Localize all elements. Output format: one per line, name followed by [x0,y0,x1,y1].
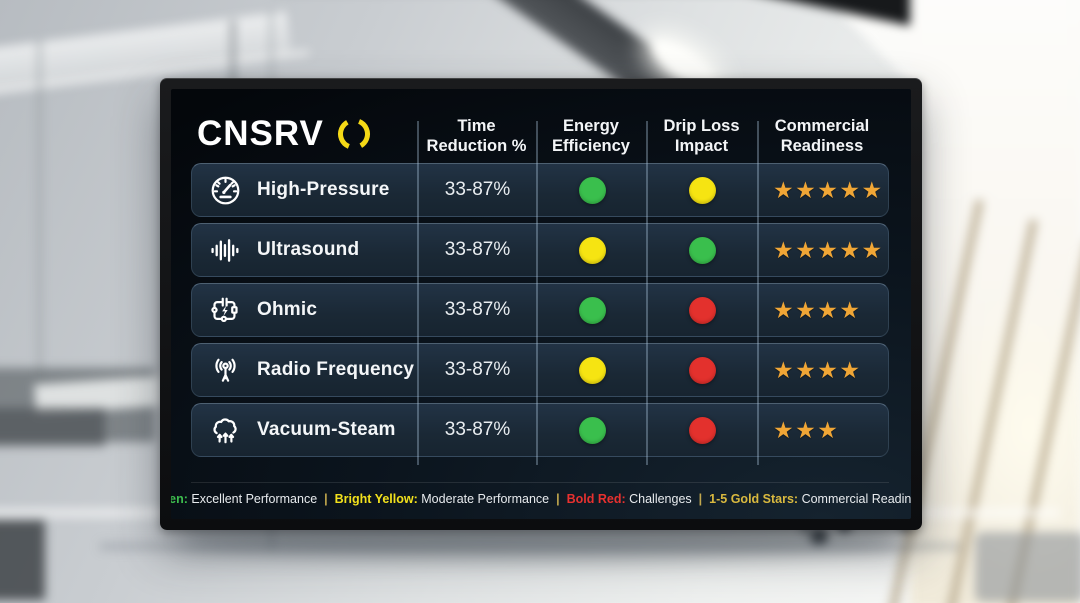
energy-efficiency-dot [578,416,606,444]
legend-text-stars: Commercial Readiness Scale [801,492,911,506]
table-row: High-Pressure 33-87% ★★★★★ [191,163,889,217]
steam-cloud-icon [213,417,237,443]
presentation-slide: CNSRV Time Reduction % Energy Efficiency D… [171,89,911,519]
star-rating: ★★★★ [773,356,862,383]
legend-separator: | [556,492,560,506]
logo-ring-icon [337,118,370,150]
column-header-commercial-readiness: Commercial Readiness [774,117,870,155]
technology-name: Ohmic [257,299,318,320]
legend-separator: | [324,492,328,506]
legend-text-yellow: Moderate Performance [421,492,550,506]
energy-efficiency-dot [578,296,606,324]
star-rating: ★★★★★ [773,176,884,203]
column-header-drip-loss: Drip Loss Impact [663,117,740,155]
column-header-time-reduction: Time Reduction % [426,117,527,155]
legend-separator: | [698,492,703,506]
drip-loss-dot [689,176,716,204]
time-reduction-value: 33-87% [444,299,511,320]
technology-name: Radio Frequency [257,359,415,380]
legend-label-yellow: Bright Yellow: [334,492,418,506]
energy-efficiency-dot [578,176,606,204]
technology-name: High-Pressure [257,179,390,200]
time-reduction-value: 33-87% [444,179,511,200]
table-row: Ohmic 33-87% ★★★★ [191,283,889,337]
time-reduction-value: 33-87% [444,359,511,380]
energy-efficiency-dot [578,356,606,384]
table-row: Ultrasound 33-87% ★★★★★ [191,223,889,277]
brand-logo: CNSRV [191,114,417,156]
star-rating: ★★★★★ [773,236,884,263]
wall-mounted-display: CNSRV Time Reduction % Energy Efficiency D… [160,78,922,530]
ultrasound-waveform-icon [211,238,239,262]
column-header-energy-efficiency: Energy Efficiency [552,117,630,155]
brand-text: CNSRV [197,114,324,153]
circuit-bolt-icon [211,297,238,322]
table-row: Radio Frequency 33-87% ★★★★ [191,343,889,397]
technology-name: Vacuum-Steam [257,419,396,440]
legend-label-stars: 1-5 Gold Stars: [709,492,799,506]
drip-loss-dot [689,356,716,384]
legend-text-green: Excellent Performance [191,492,318,506]
legend-label-green: Vivid Green: [171,492,188,506]
energy-efficiency-dot [578,236,606,264]
technology-name: Ultrasound [257,239,360,260]
radio-antenna-icon [215,358,236,382]
gauge-icon [211,176,240,204]
table-row: Vacuum-Steam 33-87% ★★★ [191,403,889,457]
legend-label-red: Bold Red: [566,492,626,506]
drip-loss-dot [689,416,716,444]
time-reduction-value: 33-87% [444,419,511,440]
drip-loss-dot [689,236,716,264]
star-rating: ★★★ [773,416,840,443]
table-header: CNSRV Time Reduction % Energy Efficiency D… [191,89,889,163]
star-rating: ★★★★ [773,296,862,323]
time-reduction-value: 33-87% [444,239,511,260]
technology-table: High-Pressure 33-87% ★★★★★ Ultrasound 33… [191,163,889,463]
legend: Vivid Green: Excellent Performance | Bri… [171,482,911,506]
drip-loss-dot [689,296,716,324]
legend-text-red: Challenges [629,492,692,506]
